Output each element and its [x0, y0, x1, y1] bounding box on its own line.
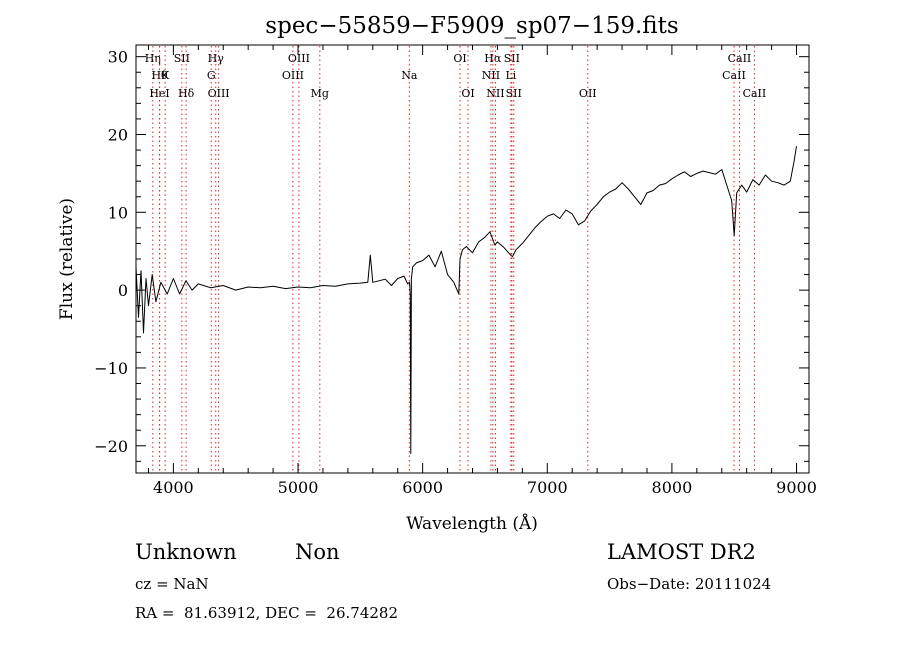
line-marker-label: Hδ — [178, 87, 195, 100]
x-tick-label: 4000 — [153, 478, 194, 497]
x-tick-label: 6000 — [402, 478, 443, 497]
line-marker-label: OIII — [282, 69, 304, 82]
x-axis-label: Wavelength (Å) — [406, 513, 538, 534]
line-marker-label: SII — [174, 52, 190, 65]
line-marker-label: NII — [486, 87, 504, 100]
line-marker-label: CaII — [743, 87, 767, 100]
x-axis: 4000 5000 6000 7000 8000 9000 — [147, 45, 817, 497]
classification-label: Unknown — [135, 540, 237, 564]
chart-title: spec−55859−F5909_sp07−159.fits — [265, 13, 678, 39]
line-marker-label: OIII — [208, 87, 230, 100]
x-tick-label: 7000 — [527, 478, 568, 497]
line-marker-label: SII — [506, 87, 522, 100]
line-marker-label: SII — [504, 52, 520, 65]
y-tick-label: 10 — [108, 203, 128, 222]
line-marker-label: Hη — [145, 52, 161, 65]
line-marker-label: Li — [505, 69, 516, 82]
y-tick-label: 0 — [118, 281, 128, 300]
y-tick-label: −10 — [94, 359, 128, 378]
x-tick-label: 8000 — [652, 478, 693, 497]
obs-date-label: Obs−Date: 20111024 — [607, 575, 772, 593]
y-axis-label: Flux (relative) — [57, 198, 77, 320]
y-axis: 30 20 10 0 −10 −20 — [94, 48, 809, 462]
line-marker-label: Hα — [484, 52, 502, 65]
spectrum-line — [135, 146, 797, 454]
subclass-label: Non — [295, 540, 340, 564]
spectrum-plot — [135, 146, 797, 454]
x-tick-label: 5000 — [278, 478, 319, 497]
line-marker-label: Hθ — [151, 69, 168, 82]
line-marker-label: OI — [461, 87, 474, 100]
line-marker-label: CaII — [728, 52, 752, 65]
line-marker-label: OII — [579, 87, 597, 100]
plot-frame — [135, 44, 810, 474]
line-marker-label: OIII — [288, 52, 310, 65]
line-marker-label: K — [161, 69, 170, 82]
line-marker-label: Na — [401, 69, 418, 82]
line-marker-label: HeI — [149, 87, 169, 100]
y-tick-label: 30 — [108, 48, 128, 67]
line-marker-label: G — [207, 69, 216, 82]
redshift-label: cz = NaN — [135, 575, 209, 593]
line-marker-label: CaII — [722, 69, 746, 82]
x-tick-label: 9000 — [776, 478, 817, 497]
survey-label: LAMOST DR2 — [607, 540, 756, 564]
line-marker-label: NII — [482, 69, 500, 82]
line-marker-label: OI — [453, 52, 466, 65]
line-marker-label: Hγ — [208, 52, 225, 65]
line-marker-label: Mg — [311, 87, 329, 100]
y-tick-label: −20 — [94, 437, 128, 456]
y-tick-label: 20 — [108, 125, 128, 144]
coordinates-label: RA = 81.63912, DEC = 26.74282 — [135, 604, 399, 622]
